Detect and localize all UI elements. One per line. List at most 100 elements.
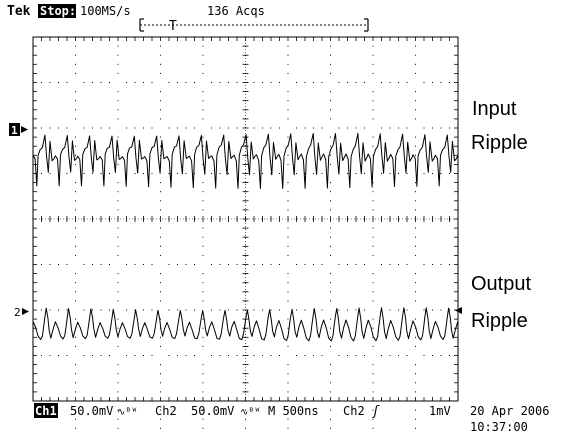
grid-dot [160, 109, 161, 111]
grid-dot [415, 373, 416, 375]
grid-dot [432, 264, 433, 265]
trigger-source: Ch2 [343, 404, 365, 418]
grid-dot [160, 427, 161, 429]
grid-dot [143, 264, 144, 265]
grid-dot [245, 427, 246, 429]
grid-dot [330, 427, 331, 429]
grid-dot [117, 91, 119, 93]
grid-dot [415, 191, 416, 193]
grid-dot [330, 318, 331, 320]
grid-dot [117, 100, 119, 102]
grid-dot [415, 200, 416, 202]
grid-dot [270, 264, 272, 265]
grid-dot [160, 154, 161, 156]
grid-dot [66, 173, 68, 174]
trigger-position-marker: T [169, 19, 177, 34]
grid-dot [389, 355, 391, 356]
grid-dot [372, 209, 374, 211]
grid-dot [109, 309, 110, 311]
grid-dot [160, 318, 161, 320]
grid-dot [330, 364, 331, 366]
grid-dot [364, 309, 365, 311]
grid-dot [75, 182, 76, 184]
grid-dot [398, 127, 399, 129]
grid-dot [262, 264, 263, 265]
grid-dot [372, 109, 374, 111]
grid-dot [330, 109, 331, 111]
grid-dot [117, 136, 119, 138]
grid-dot [245, 418, 246, 420]
grid-dot [372, 254, 374, 256]
time-readout: 10:37:00 [470, 420, 528, 434]
grid-dot [109, 173, 110, 174]
grid-dot [330, 291, 331, 293]
grid-dot [58, 127, 59, 129]
grid-dot [330, 227, 331, 229]
grid-dot [440, 82, 442, 83]
grid-dot [160, 291, 161, 293]
grid-dot [75, 418, 76, 420]
grid-dot [202, 227, 204, 229]
grid-dot [83, 309, 85, 311]
grid-dot [160, 145, 161, 147]
graticule [32, 36, 459, 438]
grid-dot [41, 173, 42, 174]
grid-dot [117, 63, 119, 65]
grid-dot [279, 309, 280, 311]
grid-dot [287, 236, 289, 238]
grid-dot [355, 355, 357, 356]
grid-dot [253, 173, 255, 174]
grid-dot [109, 264, 110, 265]
grid-dot [211, 264, 212, 265]
grid-dot [202, 382, 204, 384]
grid-dot [330, 163, 331, 165]
grid-dot [372, 318, 374, 320]
grid-dot [287, 91, 289, 93]
grid-dot [406, 264, 408, 265]
grid-dot [202, 118, 204, 120]
grid-dot [372, 136, 374, 138]
grid-dot [330, 118, 331, 120]
grid-dot [432, 82, 433, 83]
grid-dot [117, 163, 119, 165]
grid-dot [117, 227, 119, 229]
grid-dot [100, 355, 102, 356]
grid-dot [185, 309, 187, 311]
grid-dot [304, 127, 306, 129]
grid-dot [287, 45, 289, 47]
grid-dot [415, 345, 416, 347]
grid-dot [372, 91, 374, 93]
grid-dot [372, 345, 374, 347]
brand-label: Tek [7, 4, 31, 19]
grid-dot [202, 273, 204, 275]
grid-dot [355, 264, 357, 265]
grid-dot [355, 173, 357, 174]
grid-dot [236, 82, 238, 83]
grid-dot [236, 355, 238, 356]
grid-dot [228, 173, 229, 174]
grid-dot [194, 355, 195, 356]
grid-dot [100, 309, 102, 311]
grid-dot [330, 63, 331, 65]
grid-dot [134, 82, 136, 83]
grid-dot [177, 82, 178, 83]
grid-dot [92, 82, 93, 83]
grid-dot [185, 173, 187, 174]
grid-dot [415, 236, 416, 238]
grid-dot [321, 173, 323, 174]
grid-dot [406, 82, 408, 83]
grid-dot [117, 273, 119, 275]
grid-dot [372, 418, 374, 420]
grid-dot [313, 355, 314, 356]
grid-dot [296, 355, 297, 356]
grid-dot [287, 163, 289, 165]
grid-dot [92, 355, 93, 356]
grid-dot [160, 391, 161, 393]
grid-dot [41, 355, 42, 356]
grid-dot [347, 264, 348, 265]
grid-dot [117, 45, 119, 47]
grid-dot [330, 391, 331, 393]
grid-dot [279, 82, 280, 83]
grid-dot [296, 173, 297, 174]
grid-dot [372, 373, 374, 375]
